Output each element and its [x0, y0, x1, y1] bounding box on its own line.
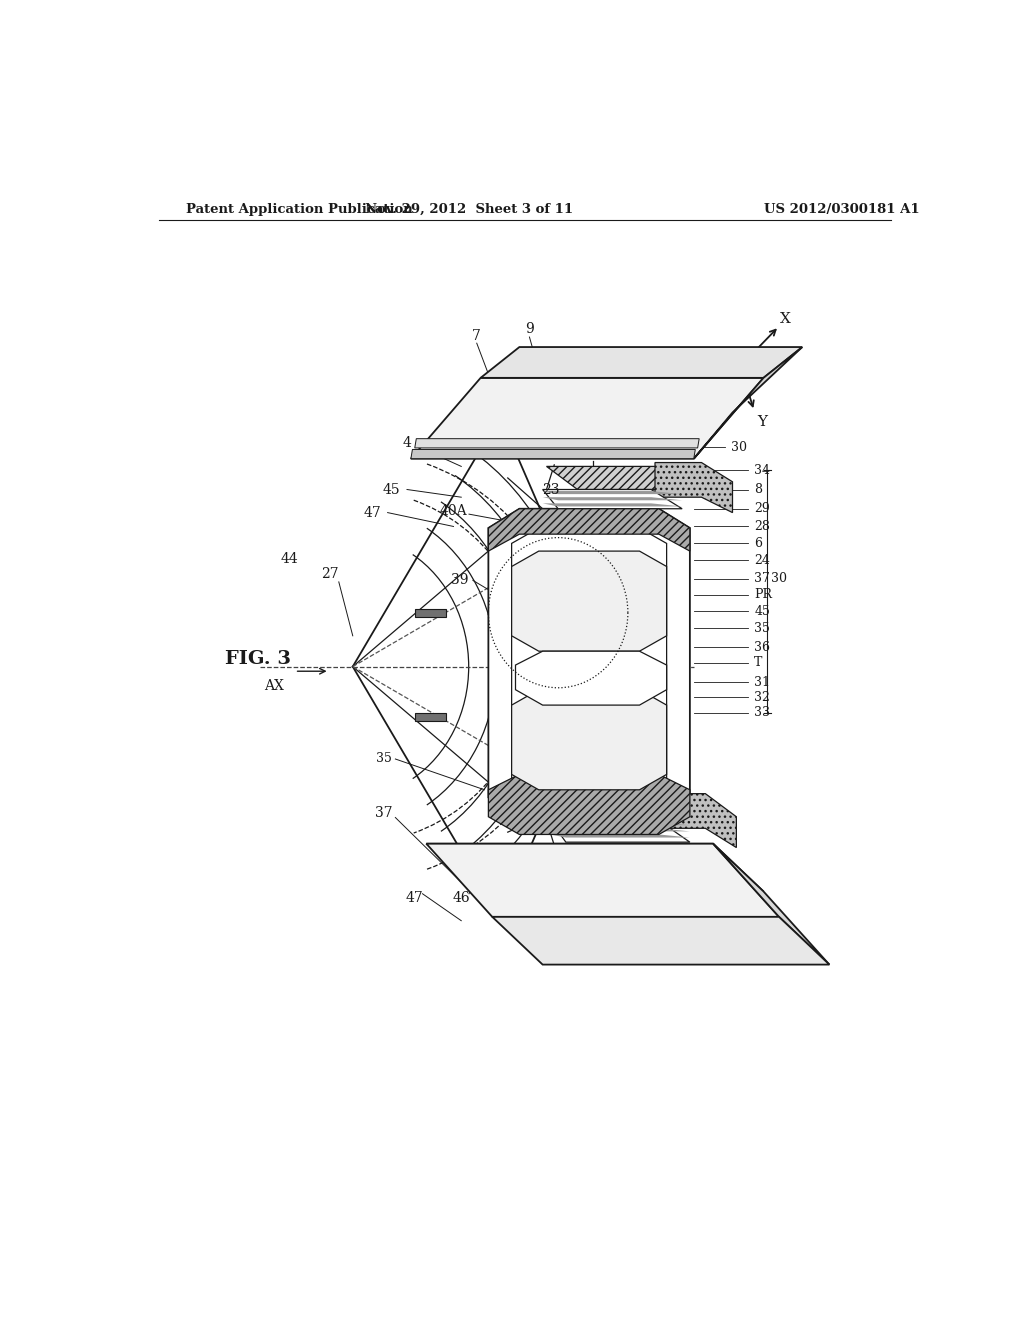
Text: Y: Y	[757, 414, 767, 429]
Polygon shape	[411, 449, 695, 459]
Polygon shape	[543, 498, 682, 500]
Polygon shape	[543, 491, 682, 494]
Text: 8: 8	[755, 483, 762, 496]
Polygon shape	[426, 843, 779, 917]
Polygon shape	[550, 822, 690, 825]
Text: 33: 33	[755, 706, 770, 719]
Text: PR: PR	[755, 589, 772, 602]
Text: 6: 6	[755, 537, 762, 550]
Text: FIG. 3: FIG. 3	[225, 649, 291, 668]
Polygon shape	[550, 797, 690, 821]
Polygon shape	[547, 466, 686, 490]
Text: X: X	[779, 312, 791, 326]
Polygon shape	[411, 378, 764, 459]
Text: 46: 46	[453, 891, 470, 904]
Text: Patent Application Publication: Patent Application Publication	[186, 203, 413, 216]
Polygon shape	[426, 843, 764, 891]
Text: 28: 28	[755, 520, 770, 533]
Text: 47: 47	[364, 506, 381, 520]
Polygon shape	[493, 917, 829, 965]
Polygon shape	[512, 552, 667, 651]
Polygon shape	[415, 438, 699, 447]
Text: 32: 32	[755, 690, 770, 704]
Text: 40A: 40A	[439, 504, 467, 517]
Polygon shape	[488, 775, 690, 834]
Text: 31: 31	[755, 676, 770, 689]
Text: 45: 45	[383, 483, 400, 496]
Text: 30: 30	[731, 441, 746, 454]
Polygon shape	[480, 347, 802, 378]
Text: Z: Z	[685, 354, 696, 367]
Polygon shape	[515, 651, 667, 705]
Text: 37: 37	[755, 573, 770, 585]
Text: 35: 35	[376, 752, 392, 766]
Text: 9: 9	[525, 322, 534, 337]
Text: 23: 23	[542, 483, 559, 496]
Polygon shape	[693, 347, 802, 459]
Text: T: T	[755, 656, 763, 669]
Polygon shape	[658, 793, 736, 847]
Text: 44: 44	[281, 552, 298, 566]
Polygon shape	[488, 508, 690, 817]
Text: 27: 27	[321, 568, 338, 581]
Text: 30: 30	[771, 572, 787, 585]
Text: 34: 34	[755, 463, 770, 477]
Text: US 2012/0300181 A1: US 2012/0300181 A1	[764, 203, 920, 216]
Polygon shape	[550, 834, 690, 837]
Text: 47: 47	[406, 891, 424, 904]
Text: 24: 24	[755, 554, 770, 566]
Text: 7: 7	[472, 329, 481, 342]
Text: 29: 29	[755, 502, 770, 515]
Polygon shape	[512, 689, 667, 789]
Polygon shape	[543, 490, 682, 508]
Text: 45: 45	[755, 605, 770, 618]
Polygon shape	[415, 609, 445, 616]
Polygon shape	[655, 462, 732, 512]
Text: Nov. 29, 2012  Sheet 3 of 11: Nov. 29, 2012 Sheet 3 of 11	[365, 203, 573, 216]
Polygon shape	[512, 528, 667, 797]
Polygon shape	[488, 508, 690, 552]
Text: 36: 36	[755, 640, 770, 653]
Polygon shape	[550, 821, 690, 842]
Text: 4: 4	[402, 437, 412, 450]
Polygon shape	[543, 503, 682, 507]
Polygon shape	[415, 713, 445, 721]
Text: 35: 35	[755, 622, 770, 635]
Text: 37: 37	[375, 807, 392, 820]
Text: 39: 39	[451, 573, 468, 587]
Polygon shape	[550, 829, 690, 832]
Polygon shape	[713, 843, 829, 965]
Text: AX: AX	[263, 678, 284, 693]
